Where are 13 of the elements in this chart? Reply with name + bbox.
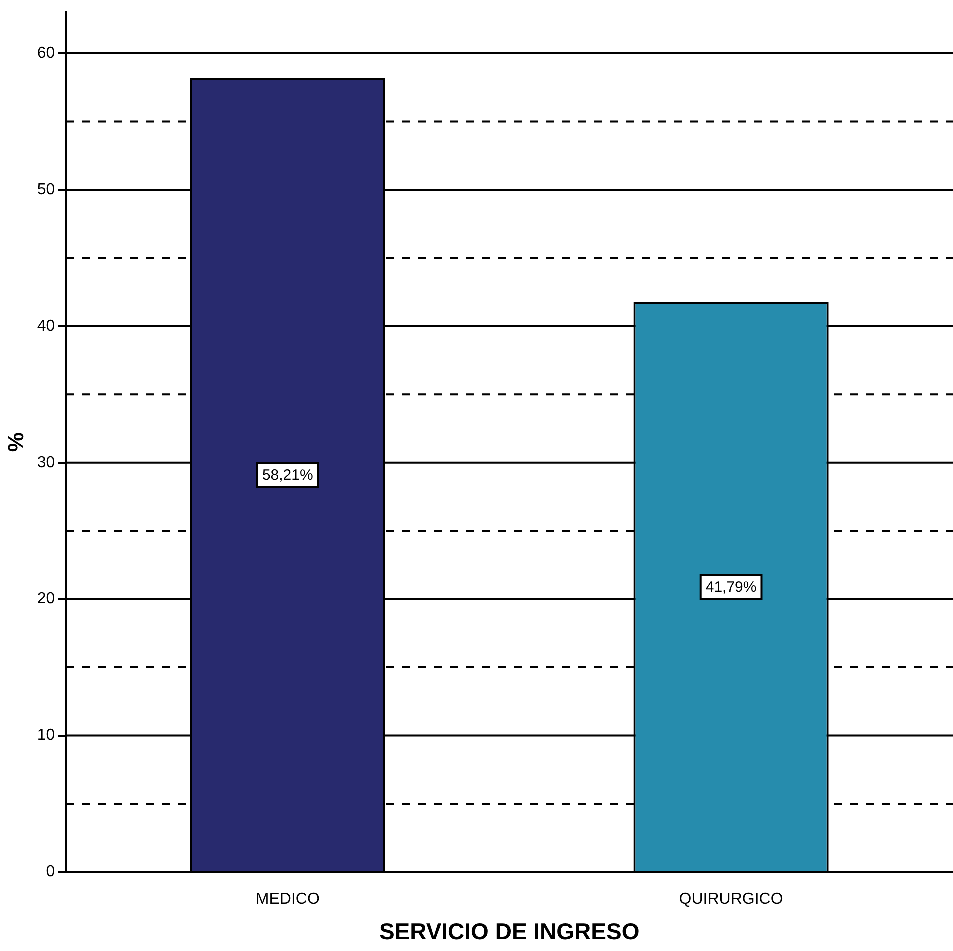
data-label: 58,21% [262, 467, 314, 484]
y-tick-label: 40 [37, 318, 56, 335]
y-tick-label: 50 [37, 181, 56, 198]
x-axis-title: SERVICIO DE INGRESO [379, 918, 640, 945]
y-tick-label: 10 [37, 727, 56, 744]
y-tick-label: 60 [37, 44, 56, 62]
x-tick-label: MEDICO [256, 891, 320, 908]
data-label: 41,79% [706, 579, 757, 596]
y-axis-title: % [3, 432, 28, 452]
y-tick-label: 0 [46, 864, 56, 881]
y-tick-label: 20 [37, 590, 56, 608]
x-tick-label: QUIRURGICO [679, 891, 784, 908]
y-tick-label: 30 [37, 454, 56, 472]
